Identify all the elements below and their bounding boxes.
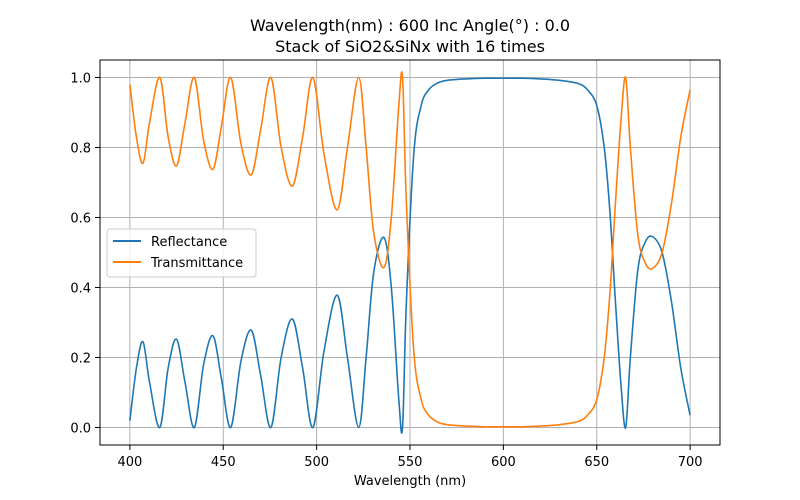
legend-label-reflectance: Reflectance xyxy=(151,235,227,250)
x-tick-label: 700 xyxy=(678,455,703,470)
y-axis: 0.0 0.2 0.4 0.6 0.8 1.0 xyxy=(70,72,100,437)
y-tick-label: 1.0 xyxy=(70,72,91,87)
chart-title-line-1: Wavelength(nm) : 600 Inc Angle(°) : 0.0 xyxy=(250,16,570,35)
x-tick-label: 600 xyxy=(491,455,516,470)
series-line-transmittance xyxy=(129,71,691,428)
y-tick-label: 0.6 xyxy=(70,212,91,227)
y-tick-label: 0.2 xyxy=(70,352,91,367)
x-tick-label: 450 xyxy=(211,455,236,470)
legend-label-transmittance: Transmittance xyxy=(150,256,243,271)
x-tick-label: 400 xyxy=(117,455,142,470)
x-tick-label: 500 xyxy=(304,455,329,470)
x-axis: 400 450 500 550 600 650 700 xyxy=(117,445,703,470)
y-tick-label: 0.0 xyxy=(70,422,91,437)
series-line-reflectance xyxy=(129,77,691,434)
series-layer xyxy=(129,71,691,434)
x-tick-label: 650 xyxy=(584,455,609,470)
x-axis-label: Wavelength (nm) xyxy=(354,474,466,489)
chart-title-line-2: Stack of SiO2&SiNx with 16 times xyxy=(275,37,545,56)
y-tick-label: 0.8 xyxy=(70,142,91,157)
y-tick-label: 0.4 xyxy=(70,282,91,297)
legend-box xyxy=(106,228,257,278)
x-tick-label: 550 xyxy=(398,455,423,470)
legend: Reflectance Transmittance xyxy=(106,228,257,278)
